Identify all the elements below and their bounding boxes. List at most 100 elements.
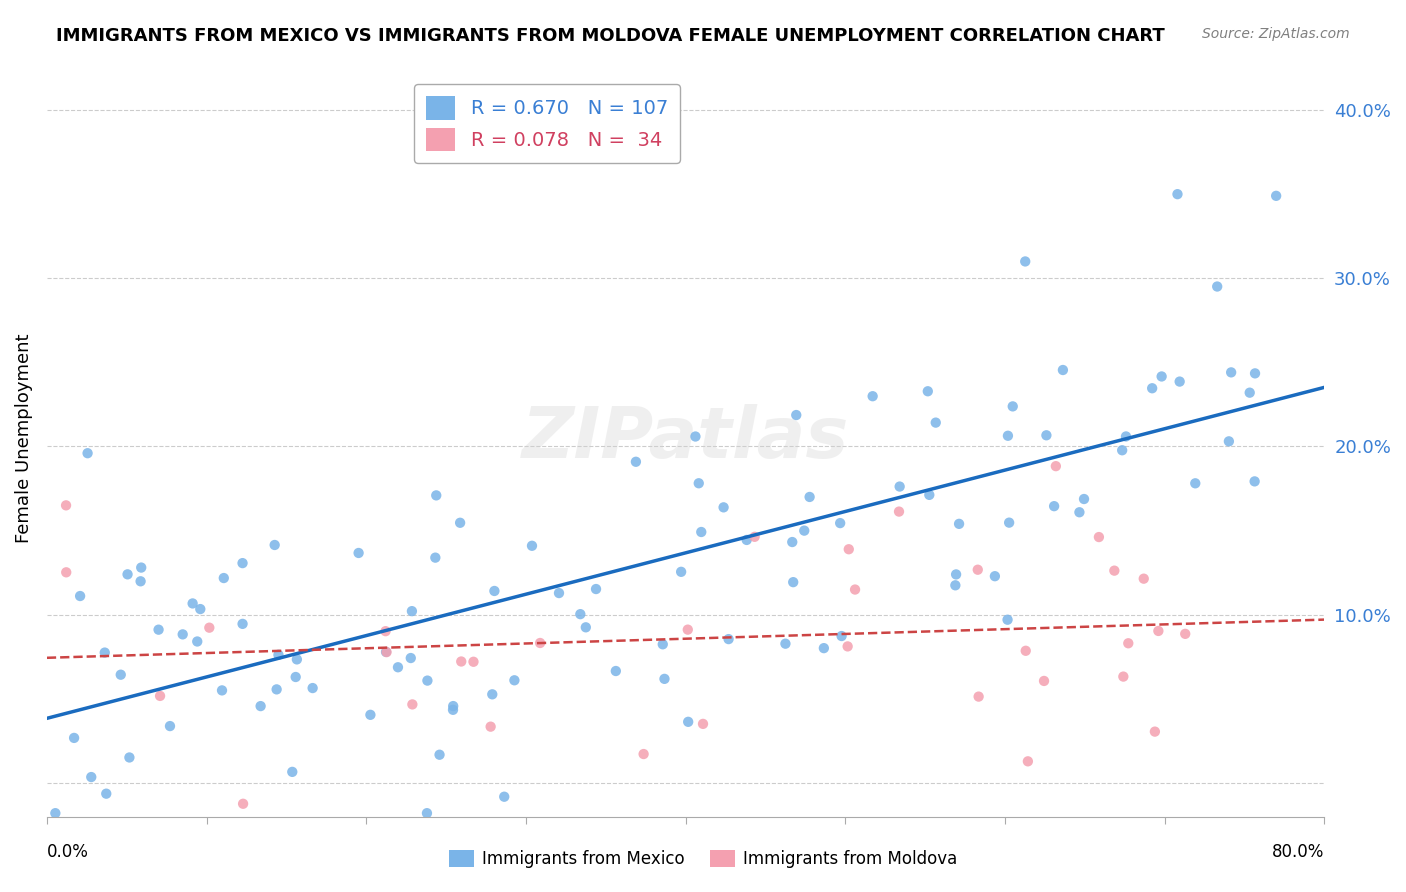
Point: [159, 719, 181, 733]
Point: [281, 764, 304, 779]
Point: [925, 416, 948, 430]
Point: [520, 539, 543, 553]
Point: [1239, 385, 1261, 400]
Point: [118, 750, 141, 764]
Point: [76, 446, 98, 460]
Point: [837, 640, 859, 654]
Point: [830, 516, 852, 530]
Point: [285, 652, 308, 666]
Point: [688, 476, 710, 491]
Point: [232, 797, 254, 811]
Point: [267, 648, 290, 662]
Point: [117, 567, 139, 582]
Point: [1218, 434, 1240, 449]
Point: [263, 538, 285, 552]
Point: [450, 655, 472, 669]
Point: [948, 516, 970, 531]
Point: [94, 646, 117, 660]
Point: [1220, 365, 1243, 379]
Point: [1116, 636, 1139, 650]
Point: [249, 699, 271, 714]
Point: [793, 524, 815, 538]
Point: [669, 565, 692, 579]
Point: [1104, 564, 1126, 578]
Point: [1015, 644, 1038, 658]
Point: [416, 806, 439, 821]
Point: [188, 602, 211, 616]
Point: [713, 500, 735, 515]
Point: [284, 670, 307, 684]
Text: Source: ZipAtlas.com: Source: ZipAtlas.com: [1202, 27, 1350, 41]
Point: [998, 516, 1021, 530]
Point: [347, 546, 370, 560]
Point: [735, 533, 758, 547]
Point: [1244, 367, 1267, 381]
Point: [96, 787, 118, 801]
Point: [401, 698, 423, 712]
Point: [80, 770, 103, 784]
Point: [1111, 443, 1133, 458]
Point: [148, 623, 170, 637]
Point: [425, 550, 447, 565]
Point: [676, 623, 699, 637]
Point: [1033, 673, 1056, 688]
Text: IMMIGRANTS FROM MEXICO VS IMMIGRANTS FROM MOLDOVA FEMALE UNEMPLOYMENT CORRELATIO: IMMIGRANTS FROM MEXICO VS IMMIGRANTS FRO…: [56, 27, 1166, 45]
Legend: R = 0.670   N = 107, R = 0.078   N =  34: R = 0.670 N = 107, R = 0.078 N = 34: [415, 85, 679, 163]
Point: [69, 589, 91, 603]
Point: [1184, 476, 1206, 491]
Point: [198, 621, 221, 635]
Point: [1174, 627, 1197, 641]
Point: [1073, 491, 1095, 506]
Point: [1265, 189, 1288, 203]
Point: [997, 613, 1019, 627]
Text: ZIPatlas: ZIPatlas: [522, 403, 849, 473]
Point: [129, 560, 152, 574]
Y-axis label: Female Unemployment: Female Unemployment: [15, 334, 32, 543]
Point: [416, 673, 439, 688]
Point: [359, 707, 381, 722]
Point: [494, 789, 516, 804]
Point: [1069, 505, 1091, 519]
Point: [862, 389, 884, 403]
Point: [1206, 279, 1229, 293]
Point: [529, 636, 551, 650]
Point: [918, 488, 941, 502]
Point: [548, 586, 571, 600]
Point: [633, 747, 655, 761]
Text: 0.0%: 0.0%: [46, 843, 89, 862]
Point: [1147, 624, 1170, 638]
Point: [129, 574, 152, 589]
Point: [1001, 400, 1024, 414]
Point: [692, 717, 714, 731]
Point: [441, 699, 464, 714]
Point: [387, 660, 409, 674]
Point: [441, 703, 464, 717]
Point: [917, 384, 939, 399]
Point: [1052, 363, 1074, 377]
Point: [374, 624, 396, 639]
Point: [149, 689, 172, 703]
Point: [887, 505, 910, 519]
Point: [1132, 572, 1154, 586]
Point: [232, 616, 254, 631]
Point: [569, 607, 592, 622]
Point: [55, 499, 77, 513]
Point: [44, 806, 66, 821]
Point: [212, 571, 235, 585]
Point: [211, 683, 233, 698]
Point: [1140, 381, 1163, 395]
Point: [785, 408, 807, 422]
Point: [1115, 429, 1137, 443]
Point: [301, 681, 323, 695]
Point: [481, 687, 503, 701]
Legend: Immigrants from Mexico, Immigrants from Moldova: Immigrants from Mexico, Immigrants from …: [441, 843, 965, 875]
Point: [479, 720, 502, 734]
Point: [717, 632, 740, 646]
Point: [831, 629, 853, 643]
Point: [110, 667, 132, 681]
Point: [503, 673, 526, 688]
Point: [55, 566, 77, 580]
Point: [401, 604, 423, 618]
Point: [943, 578, 966, 592]
Point: [1112, 670, 1135, 684]
